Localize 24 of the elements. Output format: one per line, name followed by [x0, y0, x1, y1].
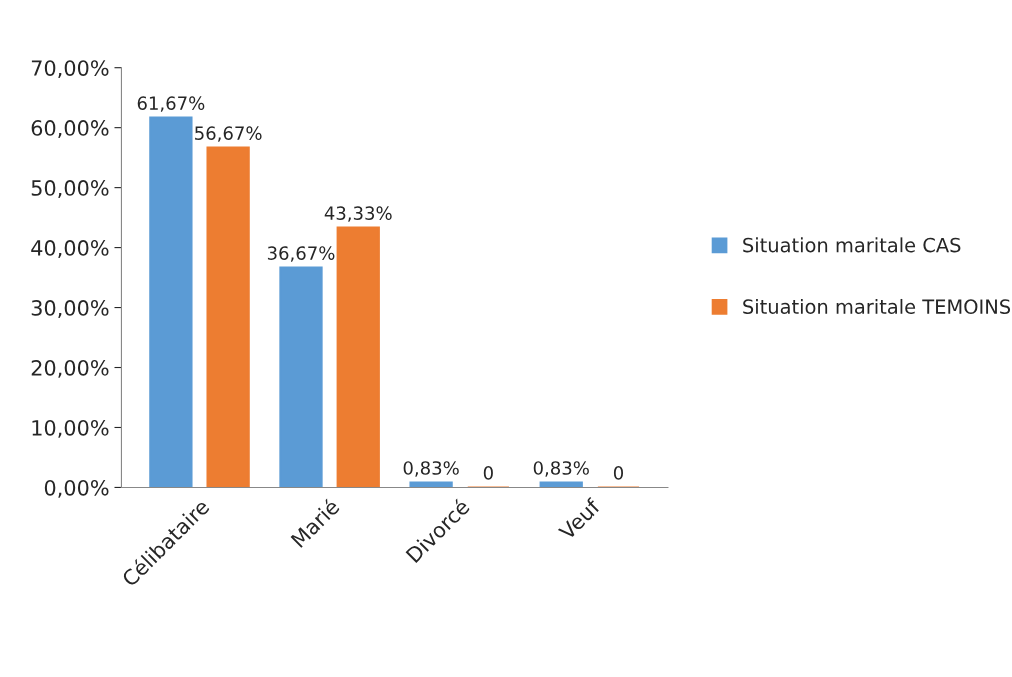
y-tick-label: 70,00% [31, 60, 109, 79]
legend-label: Situation maritale CAS [743, 237, 961, 253]
data-label: 0 [613, 466, 624, 480]
y-tick-label: 60,00% [31, 120, 109, 138]
data-label: 0,83% [403, 461, 459, 477]
y-tick-label: 30,00% [31, 300, 109, 318]
legend-label: Situation maritale TEMOINS [743, 298, 1011, 315]
data-label: 61,67% [137, 96, 205, 112]
data-label: 36,67% [267, 246, 335, 262]
y-tick-label: 0,00% [44, 479, 109, 498]
bar [409, 481, 453, 488]
data-label: 56,67% [195, 126, 262, 142]
bar [206, 146, 250, 488]
y-tick-label: 40,00% [31, 240, 109, 258]
data-label: 0,83% [533, 461, 589, 477]
data-label: 0 [483, 466, 493, 480]
y-tick-label: 50,00% [31, 180, 109, 198]
bar [336, 226, 380, 488]
bar [149, 116, 193, 488]
y-tick-label: 20,00% [31, 359, 109, 378]
bar [279, 266, 323, 488]
y-tick-label: 10,00% [32, 419, 109, 438]
bar [539, 481, 583, 488]
data-label: 43,33% [324, 206, 392, 222]
